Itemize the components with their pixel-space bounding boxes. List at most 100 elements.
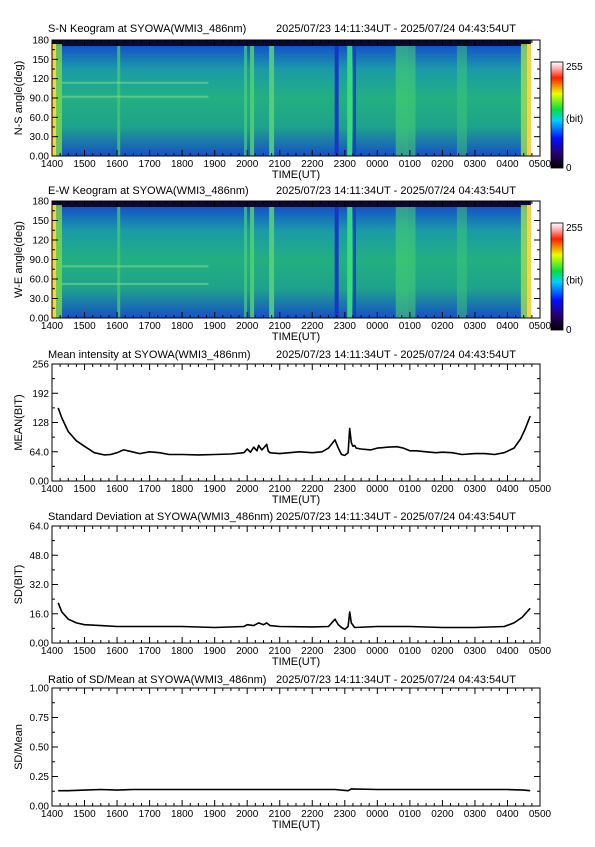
- time-range-label: 2025/07/23 14:11:34UT - 2025/07/24 04:43…: [276, 23, 516, 35]
- x-tick-label: 1700: [138, 484, 161, 495]
- y-tick-label: 180: [32, 197, 49, 208]
- keogram-end-glow-outer: [520, 205, 527, 318]
- y-tick-label: 30.0: [30, 294, 50, 305]
- panel-title: Standard Deviation at SYOWA(WMI3_486nm): [48, 511, 273, 523]
- y-tick-label: 90.0: [30, 94, 50, 105]
- colorbar-unit-label: (bit): [566, 114, 583, 125]
- keogram-stripe: [353, 207, 357, 318]
- x-axis-label: TIME(UT): [272, 331, 320, 343]
- x-tick-label: 2200: [301, 484, 324, 495]
- keogram-stripe: [456, 207, 467, 318]
- x-tick-label: 1500: [73, 484, 96, 495]
- keogram-streak: [62, 81, 209, 84]
- x-tick-label: 0200: [431, 321, 454, 332]
- x-tick-label: 1900: [204, 484, 227, 495]
- keogram-streak: [62, 282, 209, 285]
- x-tick-label: 0400: [496, 809, 519, 820]
- plot-frame: [51, 363, 541, 482]
- x-tick-label: 0500: [529, 484, 552, 495]
- keogram-streak: [62, 265, 209, 268]
- time-range-label: 2025/07/23 14:11:34UT - 2025/07/24 04:43…: [276, 511, 516, 523]
- keogram-stripe: [407, 46, 416, 156]
- x-tick-label: 2200: [301, 646, 324, 657]
- x-tick-label: 2200: [301, 809, 324, 820]
- y-axis-label: W-E angle(deg): [13, 221, 25, 298]
- x-tick-label: 1400: [41, 484, 64, 495]
- x-tick-label: 2100: [269, 159, 292, 170]
- y-tick-label: 0.00: [30, 477, 50, 488]
- x-tick-label: 0500: [529, 646, 552, 657]
- keogram-start-glow-outer: [56, 205, 62, 318]
- x-tick-label: 1800: [171, 646, 194, 657]
- x-tick-label: 2300: [334, 484, 357, 495]
- x-axis-label: TIME(UT): [272, 169, 320, 181]
- y-tick-label: 64.0: [30, 447, 50, 458]
- x-tick-label: 1500: [73, 809, 96, 820]
- y-axis-label: MEAN(BIT): [13, 394, 25, 450]
- x-tick-label: 0300: [464, 321, 487, 332]
- x-axis-label: TIME(UT): [272, 656, 320, 668]
- x-tick-label: 1700: [138, 646, 161, 657]
- panel-title: Mean intensity at SYOWA(WMI3_486nm): [48, 349, 251, 361]
- x-tick-label: 2100: [269, 646, 292, 657]
- panel-mean: 1400 1500 1600 1700 1800 1900 2000 2100 2200 2300…: [13, 349, 552, 506]
- x-tick-label: 1600: [106, 646, 129, 657]
- y-tick-label: 256: [32, 360, 49, 371]
- x-tick-label: 0300: [464, 159, 487, 170]
- x-tick-label: 1800: [171, 484, 194, 495]
- keogram-stripe: [347, 207, 353, 318]
- keogram-stripe: [250, 207, 255, 318]
- x-tick-label: 0100: [399, 809, 422, 820]
- x-tick-label: 1800: [171, 159, 194, 170]
- y-axis-label: SD(BIT): [13, 565, 25, 605]
- x-tick-label: 1900: [204, 321, 227, 332]
- y-tick-label: 150: [32, 216, 49, 227]
- x-tick-label: 1500: [73, 159, 96, 170]
- x-tick-label: 0200: [431, 159, 454, 170]
- x-tick-label: 1500: [73, 646, 96, 657]
- x-tick-label: 1600: [106, 809, 129, 820]
- colorbar: [550, 222, 564, 331]
- x-tick-label: 1700: [138, 159, 161, 170]
- keogram-stripe: [334, 46, 339, 156]
- panel-sd: 1400 1500 1600 1700 1800 1900 2000 2100 2200 2300…: [13, 511, 552, 668]
- y-tick-label: 60.0: [30, 113, 50, 124]
- x-axis-label: TIME(UT): [272, 494, 320, 506]
- keogram-streak: [62, 95, 209, 98]
- y-tick-label: 16.0: [30, 609, 50, 620]
- x-tick-label: 2000: [236, 159, 259, 170]
- x-tick-label: 0400: [496, 159, 519, 170]
- y-tick-label: 192: [32, 389, 49, 400]
- series-line: [57, 407, 531, 457]
- x-tick-label: 0300: [464, 646, 487, 657]
- x-tick-label: 1800: [171, 321, 194, 332]
- keogram-start-glow-outer: [56, 44, 62, 156]
- y-tick-label: 0.25: [30, 772, 50, 783]
- x-tick-label: 1900: [204, 646, 227, 657]
- time-range-label: 2025/07/23 14:11:34UT - 2025/07/24 04:43…: [276, 674, 516, 686]
- y-axis-label: N-S angle(deg): [13, 61, 25, 136]
- keogram-stripe: [407, 207, 416, 318]
- x-tick-label: 0200: [431, 809, 454, 820]
- keogram-start-glow: [52, 44, 56, 156]
- keogram-stripe: [353, 46, 357, 156]
- x-tick-label: 0500: [529, 159, 552, 170]
- colorbar-unit-label: (bit): [566, 276, 583, 287]
- x-tick-label: 2100: [269, 809, 292, 820]
- keogram-stripe: [117, 207, 121, 318]
- x-tick-label: 2300: [334, 809, 357, 820]
- keogram-stripe: [395, 46, 408, 156]
- panel-title: E-W Keogram at SYOWA(WMI3_486nm): [48, 185, 249, 197]
- y-tick-label: 90.0: [30, 255, 50, 266]
- keogram-stripe: [269, 46, 275, 156]
- x-tick-label: 2000: [236, 321, 259, 332]
- x-tick-label: 0300: [464, 484, 487, 495]
- x-tick-label: 1900: [204, 809, 227, 820]
- keogram-stripe: [269, 207, 275, 318]
- x-tick-label: 0100: [399, 159, 422, 170]
- x-tick-label: 1700: [138, 321, 161, 332]
- x-tick-label: 1900: [204, 159, 227, 170]
- x-tick-label: 0300: [464, 809, 487, 820]
- colorbar-max-label: 255: [566, 62, 583, 73]
